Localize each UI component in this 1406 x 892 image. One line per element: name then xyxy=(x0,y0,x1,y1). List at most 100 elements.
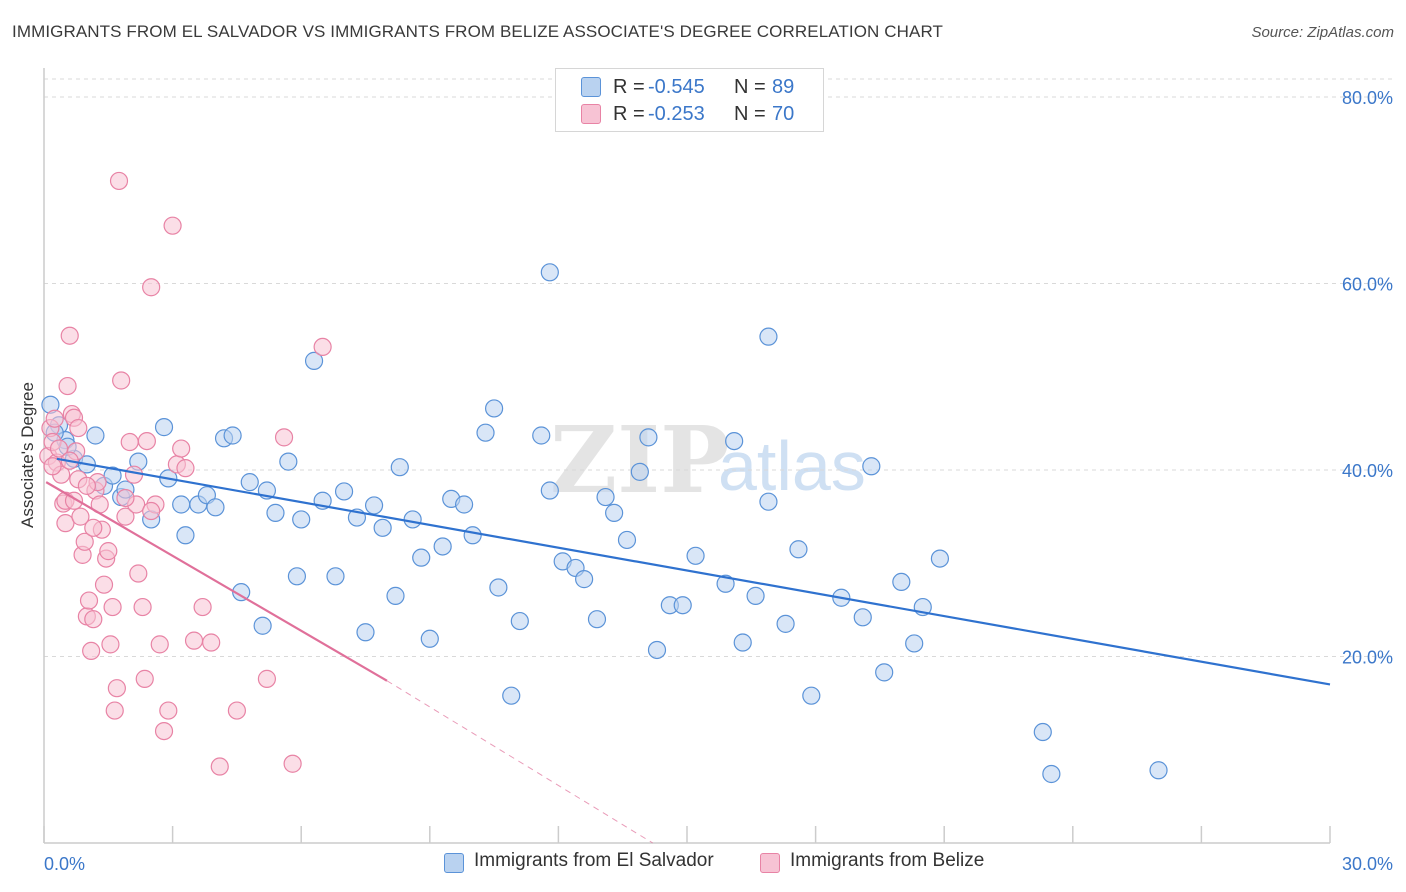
point-el-salvador xyxy=(223,426,242,445)
point-el-salvador xyxy=(776,614,795,633)
point-el-salvador xyxy=(1042,764,1061,784)
point-belize xyxy=(257,669,277,688)
source-credit: Source: ZipAtlas.com xyxy=(1251,24,1394,41)
legend-n-value: 70 xyxy=(772,103,795,125)
legend-r-value: -0.545 xyxy=(648,76,705,98)
point-el-salvador xyxy=(279,452,298,471)
point-belize xyxy=(313,337,332,357)
point-el-salvador xyxy=(489,578,508,597)
point-el-salvador xyxy=(686,546,705,565)
point-belize xyxy=(79,591,99,610)
point-belize xyxy=(124,465,144,484)
point-el-salvador xyxy=(510,611,529,631)
point-belize xyxy=(60,326,79,345)
point-belize xyxy=(137,431,156,451)
x-tick-label: 30.0% xyxy=(1342,854,1393,874)
legend-row-el-salvador: R = -0.545 N = 89 xyxy=(556,74,823,100)
trendline-belize xyxy=(45,481,388,682)
point-el-salvador xyxy=(540,481,559,500)
point-el-salvador xyxy=(587,610,607,629)
point-el-salvador xyxy=(206,498,225,517)
point-belize xyxy=(202,633,221,652)
bottom-legend-label: Immigrants from El Salvador xyxy=(474,850,714,871)
point-belize xyxy=(77,476,96,495)
x-tick-label: 0.0% xyxy=(44,854,85,874)
point-el-salvador xyxy=(725,431,744,451)
chart-title: IMMIGRANTS FROM EL SALVADOR VS IMMIGRANT… xyxy=(12,22,944,41)
point-el-salvador xyxy=(789,540,808,559)
legend: R = -0.545 N = 89 R = -0.253 N = 70 xyxy=(555,68,824,132)
legend-r-label: R = xyxy=(613,103,645,125)
point-belize xyxy=(283,754,302,773)
point-belize xyxy=(274,428,294,447)
point-el-salvador xyxy=(172,495,191,514)
point-el-salvador xyxy=(390,458,409,477)
point-el-salvador xyxy=(532,426,551,445)
point-belize xyxy=(129,564,148,583)
point-el-salvador xyxy=(356,623,375,642)
point-el-salvador xyxy=(412,548,431,567)
point-el-salvador xyxy=(292,510,311,529)
legend-n-value: 89 xyxy=(772,76,795,98)
point-belize xyxy=(163,216,182,235)
point-belize xyxy=(82,641,101,661)
point-el-salvador xyxy=(673,596,692,615)
trendline-belize-extension xyxy=(386,680,653,844)
point-el-salvador xyxy=(862,457,881,476)
y-tick-label: 60.0% xyxy=(1342,275,1393,295)
point-el-salvador xyxy=(605,503,624,522)
point-belize xyxy=(120,432,139,452)
point-el-salvador xyxy=(240,473,259,492)
point-belize xyxy=(71,507,90,526)
point-el-salvador xyxy=(733,633,752,652)
point-belize xyxy=(193,597,212,617)
point-el-salvador xyxy=(287,567,307,586)
point-belize xyxy=(142,501,161,521)
point-el-salvador xyxy=(364,496,384,515)
point-el-salvador xyxy=(485,399,504,418)
point-el-salvador xyxy=(892,572,911,592)
point-el-salvador xyxy=(253,616,272,635)
y-tick-label: 20.0% xyxy=(1342,648,1393,668)
point-belize xyxy=(56,514,75,533)
point-belize xyxy=(103,597,122,617)
point-belize xyxy=(107,679,126,698)
legend-n-label: N = xyxy=(734,76,766,98)
point-belize xyxy=(112,371,131,390)
point-el-salvador xyxy=(433,537,452,556)
point-belize xyxy=(116,488,135,508)
legend-r-label: R = xyxy=(613,76,645,98)
y-axis-label: Associate's Degree xyxy=(18,382,37,528)
legend-r-value: -0.253 xyxy=(648,103,705,125)
point-el-salvador xyxy=(647,640,667,660)
point-el-salvador xyxy=(1149,761,1168,780)
point-belize xyxy=(150,635,169,654)
legend-n-label: N = xyxy=(734,103,766,125)
point-el-salvador xyxy=(463,526,482,545)
point-belize xyxy=(227,701,246,720)
point-belize xyxy=(101,635,120,654)
point-el-salvador xyxy=(759,327,778,346)
point-el-salvador xyxy=(334,482,354,501)
point-belize xyxy=(105,701,124,720)
y-tick-label: 80.0% xyxy=(1342,88,1393,108)
point-el-salvador xyxy=(420,629,439,648)
point-belize xyxy=(94,575,114,594)
point-el-salvador xyxy=(373,518,392,537)
bottom-legend-label: Immigrants from Belize xyxy=(790,850,985,871)
point-el-salvador xyxy=(617,530,637,550)
point-el-salvador xyxy=(905,634,924,653)
point-belize xyxy=(133,597,152,617)
point-belize xyxy=(172,439,191,458)
point-el-salvador xyxy=(1033,722,1052,742)
point-belize xyxy=(45,409,64,428)
point-el-salvador xyxy=(875,663,894,682)
point-el-salvador xyxy=(930,549,950,568)
point-el-salvador xyxy=(639,428,658,447)
point-el-salvador xyxy=(326,567,345,586)
bottom-legend-swatch-blue xyxy=(444,853,464,873)
point-el-salvador xyxy=(103,466,122,485)
point-el-salvador xyxy=(176,526,195,545)
point-belize xyxy=(184,631,204,650)
point-belize xyxy=(159,701,178,720)
